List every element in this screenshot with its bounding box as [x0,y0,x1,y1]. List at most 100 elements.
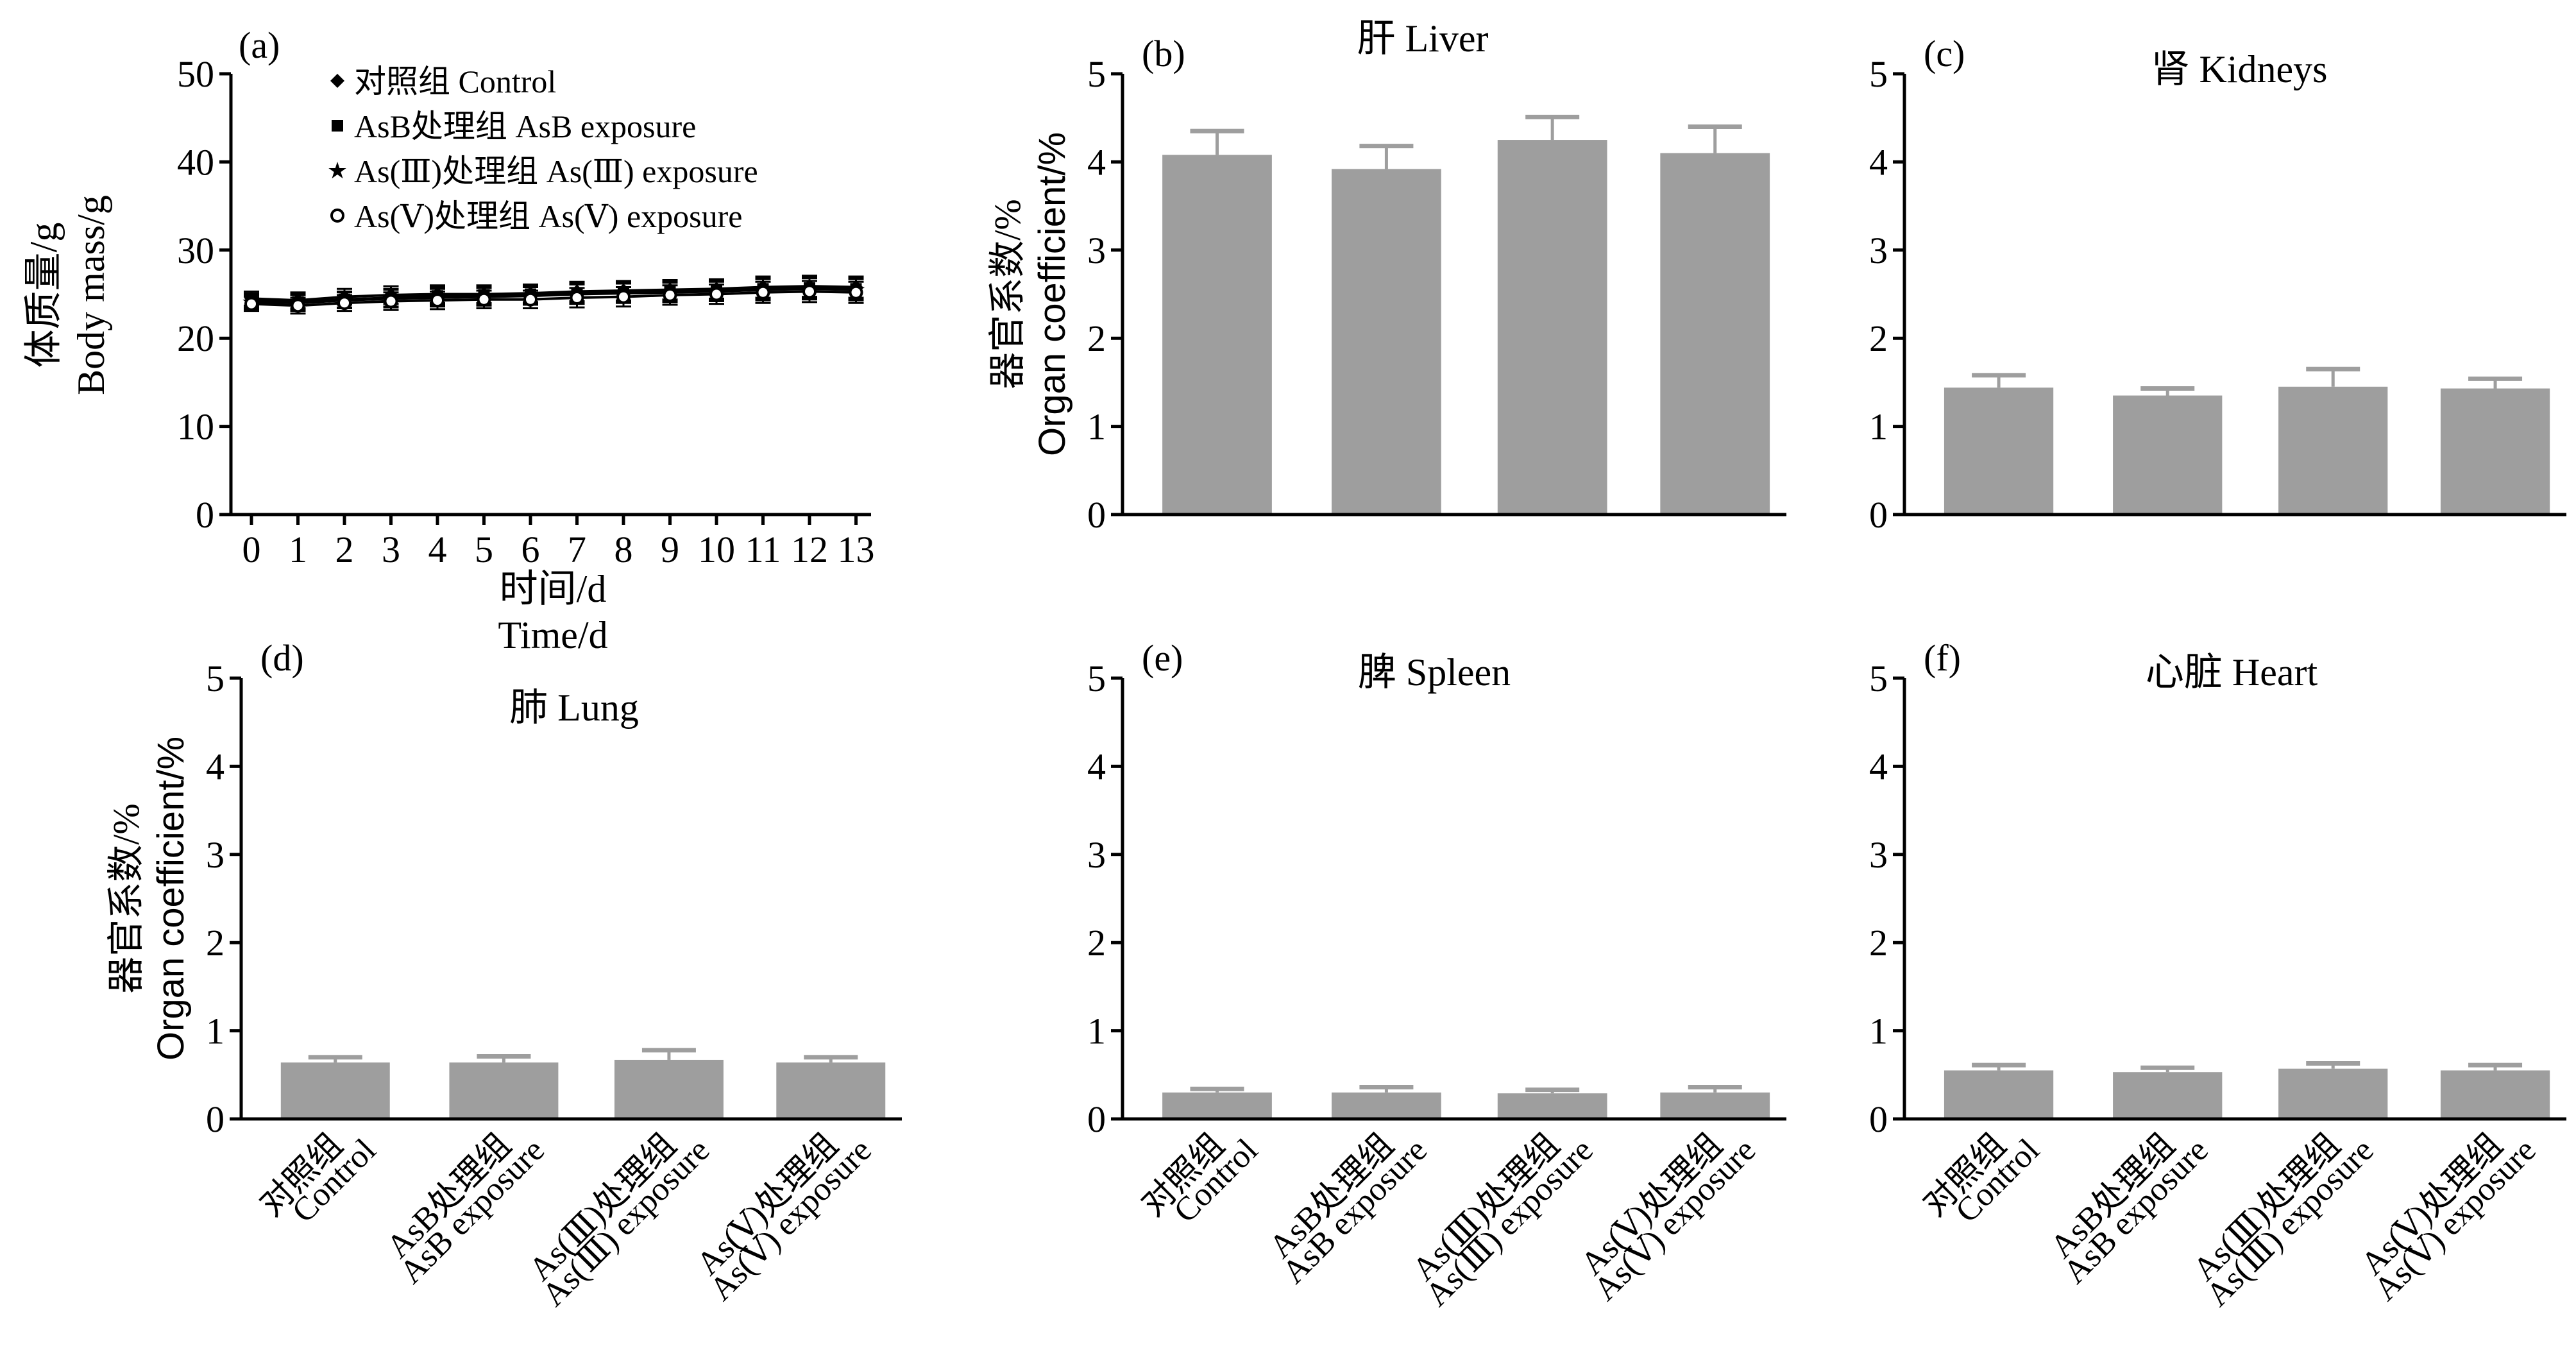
a-series-line [251,290,856,307]
a-legend-marker [330,74,344,88]
c-panel-label: (c) [1924,33,1965,74]
c-y-tick-label: 2 [1869,318,1888,359]
c-bar [2113,395,2223,515]
a-y-label-en: Body mass/g [70,195,112,395]
f-bar [2113,1072,2223,1119]
a-x-tick-label: 4 [428,529,447,570]
a-y-tick-label: 0 [196,494,214,536]
e-bar [1660,1092,1770,1119]
f-y-tick-label: 3 [1869,834,1888,876]
c-y-tick-label: 3 [1869,230,1888,271]
a-series-line [251,285,856,302]
f-y-tick-label: 4 [1869,746,1888,787]
b-y-tick-label: 3 [1087,230,1106,271]
e-y-tick-label: 3 [1087,834,1106,876]
c-y-tick-label: 1 [1869,406,1888,448]
a-x-tick-label: 12 [791,529,828,570]
e-bar [1332,1092,1441,1119]
b-y-tick-label: 1 [1087,406,1106,448]
f-chart-title: 心脏 Heart [2146,651,2318,694]
d-bar [776,1062,886,1119]
a-x-tick-label: 5 [475,529,493,570]
d-y-label-en: Organ coefficient/% [150,737,192,1061]
b-bar [1332,169,1441,515]
a-x-label-zh: 时间/d [500,568,607,610]
a-data-point [849,285,863,300]
a-x-tick-label: 6 [521,529,540,570]
b-y-label-en: Organ coefficient/% [1031,132,1073,456]
a-data-point [384,294,398,309]
d-bar [614,1059,724,1119]
a-data-point [616,289,631,304]
a-legend-label: As(Ⅴ)处理组 As(Ⅴ) exposure [354,198,742,234]
c-bar [2440,388,2550,515]
a-x-tick-label: 11 [745,529,781,570]
a-y-tick-label: 30 [177,230,214,271]
b-y-tick-label: 5 [1087,53,1106,95]
a-x-tick-label: 13 [838,529,875,570]
a-legend-marker [330,209,344,223]
d-bar [280,1062,390,1119]
d-y-tick-label: 2 [206,922,225,964]
a-x-tick-label: 7 [568,529,586,570]
a-data-point [244,296,258,311]
d-y-label-zh: 器官系数/% [105,803,147,993]
a-legend-label: As(Ⅲ)处理组 As(Ⅲ) exposure [354,153,758,189]
b-y-label-zh: 器官系数/% [987,199,1028,389]
b-bar [1162,155,1272,515]
f-panel-label: (f) [1924,637,1961,679]
f-y-tick-label: 2 [1869,922,1888,964]
f-bar [2440,1070,2550,1119]
c-bar [2278,386,2388,515]
a-data-point [570,290,584,305]
f-bar [1944,1070,2054,1119]
a-series-line [251,287,856,305]
a-data-point [709,287,724,302]
a-legend-label: AsB处理组 AsB exposure [354,108,696,144]
f-y-tick-label: 5 [1869,658,1888,699]
e-panel-label: (e) [1142,637,1183,679]
d-bar [449,1062,559,1119]
e-y-tick-label: 0 [1087,1098,1106,1140]
c-chart-title: 肾 Kidneys [2151,48,2328,90]
c-y-tick-label: 0 [1869,494,1888,536]
f-y-tick-label: 0 [1869,1098,1888,1140]
a-y-tick-label: 20 [177,318,214,359]
a-data-point [523,292,538,307]
a-series-3 [244,280,864,315]
a-legend-marker: ★ [327,157,348,183]
a-x-tick-label: 1 [289,529,307,570]
a-data-point [337,296,352,311]
d-y-tick-label: 0 [206,1098,225,1140]
a-y-tick-label: 40 [177,141,214,183]
a-panel-label: (a) [239,24,280,66]
d-chart-title: 肺 Lung [509,686,639,729]
d-y-tick-label: 5 [206,658,225,699]
e-y-tick-label: 1 [1087,1010,1106,1052]
d-y-tick-label: 4 [206,746,225,787]
d-panel-label: (d) [260,637,304,679]
a-series-2: ★★★★★★★★★★★★★★ [241,275,867,316]
a-legend-marker [332,120,343,132]
a-x-label-en: Time/d [498,614,607,656]
e-bar [1162,1092,1272,1119]
e-bar [1497,1093,1607,1119]
a-data-point [802,284,817,299]
d-y-tick-label: 1 [206,1010,225,1052]
b-y-tick-label: 0 [1087,494,1106,536]
a-x-tick-label: 9 [661,529,679,570]
b-y-tick-label: 4 [1087,141,1106,183]
f-bar [2278,1068,2388,1119]
c-bar [1944,388,2054,515]
a-x-tick-label: 2 [335,529,354,570]
e-y-tick-label: 2 [1087,922,1106,964]
f-y-tick-label: 1 [1869,1010,1888,1052]
b-bar [1660,153,1770,515]
a-y-label-zh: 体质量/g [22,223,65,368]
a-data-point [663,287,677,302]
a-x-tick-label: 0 [242,529,261,570]
c-y-tick-label: 4 [1869,141,1888,183]
e-chart-title: 脾 Spleen [1358,651,1511,694]
a-legend-label: 对照组 Control [354,64,556,99]
